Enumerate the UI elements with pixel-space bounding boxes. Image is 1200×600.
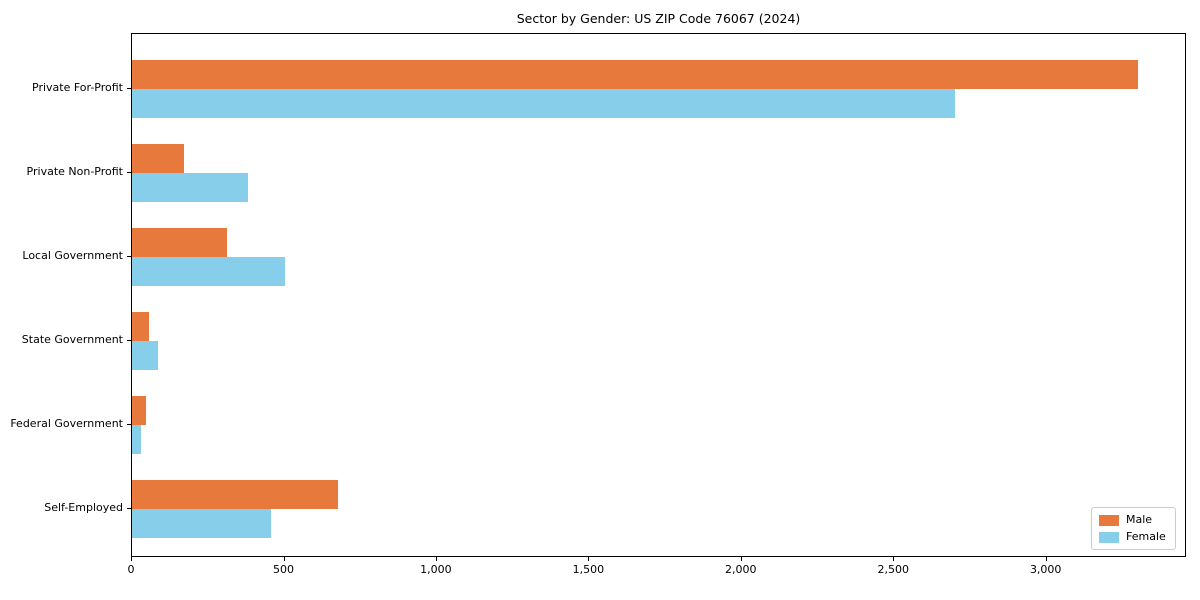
bar-female-private-non-profit: [132, 173, 248, 202]
bar-male-state-government: [132, 312, 149, 341]
x-tick-label: 3,000: [1029, 563, 1062, 576]
y-tick: [127, 424, 131, 425]
legend-label-female: Female: [1126, 530, 1166, 543]
y-label-state-government: State Government: [21, 333, 123, 346]
y-label-private-non-profit: Private Non-Profit: [26, 165, 123, 178]
bar-female-self-employed: [132, 509, 271, 538]
y-label-local-government: Local Government: [22, 249, 123, 262]
bar-male-local-government: [132, 228, 227, 257]
bar-female-state-government: [132, 341, 158, 370]
y-tick: [127, 172, 131, 173]
y-tick: [127, 340, 131, 341]
legend: Male Female: [1091, 507, 1176, 550]
x-tick-label: 0: [127, 563, 135, 576]
bar-female-local-government: [132, 257, 285, 286]
y-tick: [127, 256, 131, 257]
x-tick-label: 1,000: [420, 563, 452, 576]
y-label-federal-government: Federal Government: [10, 417, 123, 430]
x-tick: [435, 557, 437, 561]
bar-female-private-for-profit: [132, 89, 956, 118]
legend-entry-female: Female: [1099, 531, 1166, 543]
bar-female-federal-government: [132, 425, 141, 454]
plot-area: [131, 33, 1186, 557]
x-tick-label: 500: [273, 563, 294, 576]
y-label-private-for-profit: Private For-Profit: [32, 81, 123, 94]
x-tick: [131, 557, 132, 561]
x-tick-label: 1,500: [572, 563, 605, 576]
y-tick: [127, 508, 131, 509]
chart-title: Sector by Gender: US ZIP Code 76067 (202…: [516, 11, 801, 26]
y-tick: [127, 88, 131, 89]
x-tick: [1045, 557, 1047, 561]
x-tick: [588, 557, 590, 561]
x-tick-label: 2,500: [877, 563, 910, 576]
legend-swatch-female: [1099, 531, 1119, 543]
bar-male-self-employed: [132, 480, 338, 509]
legend-label-male: Male: [1126, 513, 1153, 526]
x-tick: [740, 557, 742, 561]
x-tick: [283, 557, 285, 561]
y-label-self-employed: Self-Employed: [44, 501, 123, 514]
bar-male-federal-government: [132, 396, 146, 425]
legend-entry-male: Male: [1099, 514, 1166, 526]
x-tick: [893, 557, 895, 561]
bar-male-private-non-profit: [132, 144, 184, 173]
x-tick-label: 2,000: [725, 563, 757, 576]
bar-male-private-for-profit: [132, 60, 1139, 89]
legend-swatch-male: [1099, 514, 1119, 526]
